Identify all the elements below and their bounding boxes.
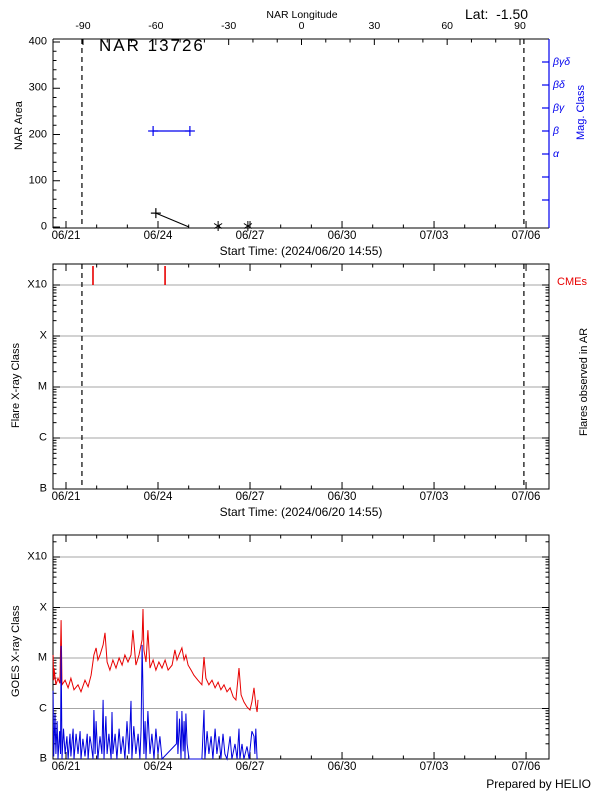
date-tick-label-middle: 06/30: [327, 491, 357, 503]
longitude-tick-label: -30: [221, 20, 237, 32]
latitude-label: Lat:: [465, 6, 489, 22]
date-tick-label-top: 07/06: [511, 230, 541, 242]
goes-ytick-label: X10: [27, 550, 47, 563]
goes-xray-axis-label: GOES X-ray Class: [10, 605, 22, 697]
date-tick-label-middle: 07/06: [511, 491, 541, 503]
flares-panel: [52, 263, 550, 490]
mag-class-tick-label: β: [553, 124, 559, 137]
date-tick-label-bottom: 06/30: [327, 761, 357, 773]
nar-area-ytick-label: 400: [28, 35, 47, 48]
goes-ytick-label: C: [39, 702, 47, 714]
credit-label: Prepared by HELIO: [486, 777, 591, 791]
longitude-tick-label: 0: [298, 20, 305, 32]
mag-class-tick-label: βδ: [553, 78, 565, 91]
nar-area-ytick-label: 100: [28, 174, 47, 187]
panel-title: NAR 13726: [99, 36, 205, 55]
goes-ytick-label: X: [39, 601, 47, 613]
date-tick-label-bottom: 06/21: [51, 761, 81, 773]
longitude-tick-label: 60: [441, 20, 453, 32]
longitude-tick-label: 30: [368, 20, 381, 32]
goes-ytick-label: B: [39, 752, 47, 765]
flare-ytick-label: B: [39, 482, 47, 495]
goes-red-series: [52, 608, 259, 713]
mag-class-tick-label: α: [553, 147, 559, 160]
nar-area-axis-label: NAR Area: [13, 101, 25, 150]
goes-panel: [52, 534, 550, 761]
date-tick-label-bottom: 07/06: [511, 761, 541, 773]
flare-ytick-label: X: [39, 329, 47, 342]
nar-area-panel: [52, 38, 550, 231]
flare-ytick-label: X10: [27, 278, 47, 291]
date-tick-label-middle: 06/24: [143, 491, 173, 503]
mag-class-tick-label: βγ: [553, 101, 565, 114]
latitude-readout: Lat: -1.50: [465, 7, 528, 21]
nar-area-ytick-label: 200: [28, 128, 47, 140]
date-tick-label-top: 06/21: [51, 230, 81, 242]
date-tick-label-middle: 07/03: [419, 491, 449, 503]
longitude-tick-label: 90: [514, 20, 526, 32]
date-tick-label-bottom: 07/03: [419, 761, 449, 773]
nar-area-ytick-label: 300: [28, 81, 47, 94]
date-tick-label-middle: 06/21: [51, 491, 81, 503]
date-tick-label-middle: 06/27: [235, 491, 265, 503]
date-tick-label-top: 06/27: [235, 230, 265, 242]
nar-area-ytick-label: 0: [40, 220, 47, 233]
start-time-label-top: Start Time: (2024/06/20 14:55): [219, 244, 383, 258]
mag-class-tick-label: βγδ: [553, 55, 571, 68]
date-tick-label-top: 07/03: [419, 230, 449, 242]
date-tick-label-bottom: 06/24: [143, 761, 173, 773]
goes-ytick-label: M: [37, 651, 47, 664]
longitude-tick-label: -90: [75, 20, 91, 32]
latitude-value: -1.50: [496, 6, 529, 22]
goes-blue-series: [52, 644, 258, 761]
flares-observed-label: Flares observed in AR: [578, 327, 590, 436]
date-tick-label-bottom: 06/27: [235, 761, 265, 773]
longitude-tick-label: -60: [148, 20, 164, 32]
start-time-label-middle: Start Time: (2024/06/20 14:55): [219, 505, 383, 519]
flare-ytick-label: C: [39, 431, 47, 444]
date-tick-label-top: 06/24: [143, 230, 173, 242]
mag-class-axis-label: Mag. Class: [575, 84, 587, 140]
date-tick-label-top: 06/30: [327, 230, 357, 242]
top-axis-title: NAR Longitude: [266, 9, 338, 21]
cmes-label: CMEs: [557, 276, 587, 288]
flare-ytick-label: M: [37, 380, 47, 393]
